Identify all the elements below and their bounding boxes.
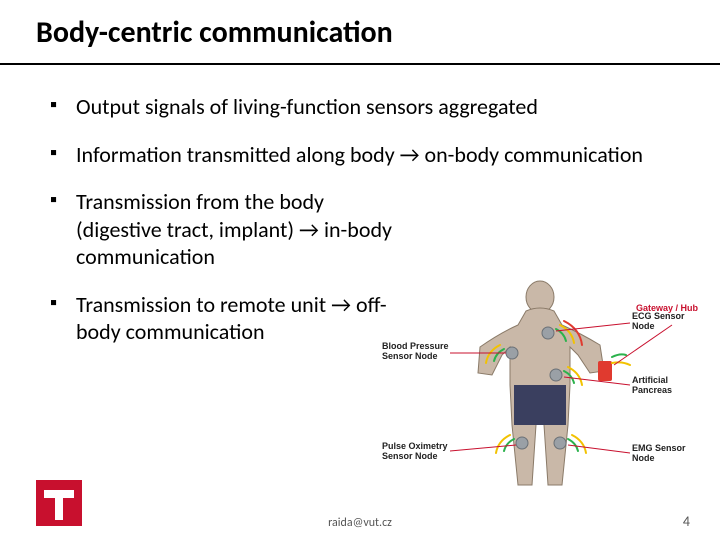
bullet-text: Transmission from the body (digestive tr… [76,188,392,270]
label-pox-1: Pulse Oximetry [382,441,448,451]
bullet-item: Information transmitted along body → on-… [50,141,684,169]
title-wrap: Body-centric communication [0,14,720,57]
figure-svg: Blood Pressure Sensor Node Pulse Oximetr… [380,275,700,495]
slide: Body-centric communication Output signal… [0,0,720,540]
body-sensor-figure: Blood Pressure Sensor Node Pulse Oximetr… [380,275,700,495]
label-emg-2: Node [632,453,655,463]
footer-page-number: 4 [683,513,690,530]
label-bp-1: Blood Pressure [382,341,449,351]
bullet-item: Transmission to remote unit → off-body c… [50,291,410,346]
pulseox-node-icon [516,437,528,449]
emg-node-icon [554,437,566,449]
bp-node-icon [506,347,518,359]
bullet-item: Output signals of living-function sensor… [50,93,684,121]
ecg-node-icon [542,327,554,339]
gateway-hub-icon [598,361,612,381]
slide-title: Body-centric communication [36,14,684,51]
human-body-icon [478,281,604,485]
label-ecg-2: Node [632,321,655,331]
bullet-item: Transmission from the body (digestive tr… [50,188,410,271]
label-emg-1: EMG Sensor [632,443,686,453]
bullet-text: Transmission to remote unit → off-body c… [76,291,387,346]
footer-email: raida@vut.cz [0,516,720,530]
pancreas-node-icon [550,369,562,381]
content-area: Output signals of living-function sensor… [0,65,720,346]
label-pox-2: Sensor Node [382,451,438,461]
bullet-text: Output signals of living-function sensor… [76,93,538,120]
label-hub: Gateway / Hub [636,303,699,313]
label-bp-2: Sensor Node [382,351,438,361]
label-panc-1: Artificial [632,375,668,385]
label-panc-2: Pancreas [632,385,672,395]
bullet-text: Information transmitted along body → on-… [76,141,643,168]
footer: raida@vut.cz 4 [0,474,720,530]
